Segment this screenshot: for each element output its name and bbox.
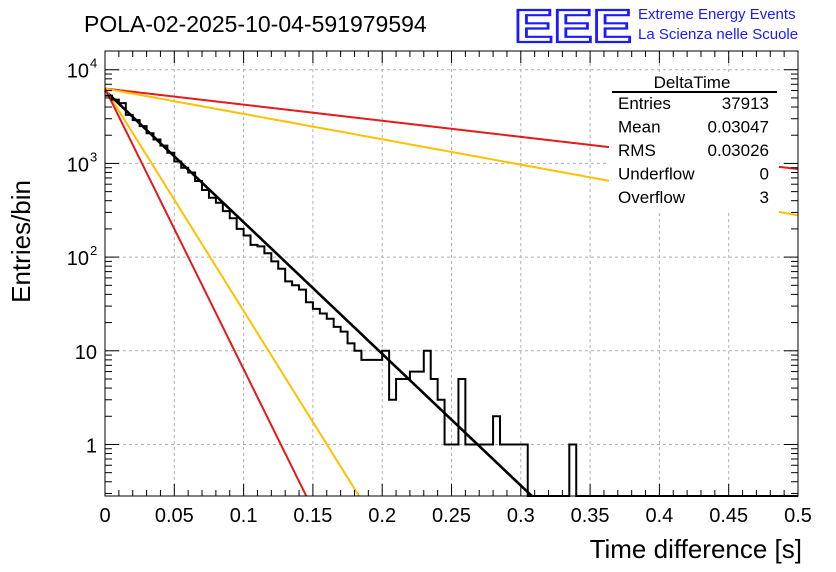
x-tick-label: 0.4 bbox=[645, 505, 673, 527]
y-tick-label: 1 bbox=[86, 435, 97, 457]
x-tick-label: 0.05 bbox=[155, 505, 194, 527]
y-tick-exponent: 4 bbox=[90, 56, 97, 71]
y-tick-label: 10 bbox=[67, 61, 89, 83]
logo-line-1: Extreme Energy Events bbox=[638, 6, 796, 23]
stats-value: 0 bbox=[760, 165, 769, 184]
x-tick-labels: 0 0.05 0.1 0.15 0.2 0.25 0.3 0.35 0.4 0.45 0.5 bbox=[99, 505, 811, 527]
stats-value: 0.03026 bbox=[708, 141, 769, 160]
stats-value: 37913 bbox=[722, 94, 769, 113]
logo-line-2: La Scienza nelle Scuole bbox=[638, 26, 798, 43]
axis-ticks bbox=[104, 51, 799, 496]
x-tick-label: 0 bbox=[99, 505, 110, 527]
y-tick-exponent: 3 bbox=[90, 149, 97, 164]
y-tick-label: 10 bbox=[67, 248, 89, 270]
y-tick-exponent: 2 bbox=[90, 243, 97, 258]
eee-logo: EEE Extreme Energy Events La Scienza nel… bbox=[513, 0, 798, 53]
x-tick-label: 0.2 bbox=[368, 505, 396, 527]
x-tick-label: 0.3 bbox=[507, 505, 535, 527]
y-tick-label: 10 bbox=[75, 342, 97, 364]
x-tick-label: 0.25 bbox=[432, 505, 471, 527]
stats-label: Entries bbox=[618, 94, 671, 113]
stats-label: Overflow bbox=[618, 188, 686, 207]
x-axis-title: Time difference [s] bbox=[590, 534, 802, 564]
fit-curve-4 bbox=[104, 88, 308, 497]
fit-curve-3 bbox=[104, 88, 360, 497]
y-axis-title: Entries/bin bbox=[6, 180, 36, 303]
stats-label: Mean bbox=[618, 118, 661, 137]
x-tick-label: 0.15 bbox=[293, 505, 332, 527]
fit-curve-0 bbox=[104, 89, 533, 497]
stats-label: Underflow bbox=[618, 165, 695, 184]
stats-rows: Entries 37913 Mean 0.03047 RMS 0.03026 Underfl… bbox=[618, 94, 769, 207]
x-tick-label: 0.45 bbox=[709, 505, 748, 527]
stats-box-title: DeltaTime bbox=[654, 73, 731, 92]
chart-title: POLA-02-2025-10-04-591979594 bbox=[84, 11, 427, 37]
y-tick-label: 10 bbox=[67, 154, 89, 176]
stats-label: RMS bbox=[618, 141, 656, 160]
eee-logo-mark: EEE bbox=[514, 0, 632, 52]
x-tick-label: 0.1 bbox=[230, 505, 258, 527]
stats-value: 0.03047 bbox=[708, 118, 769, 137]
x-tick-label: 0.5 bbox=[784, 505, 812, 527]
grid bbox=[105, 51, 798, 496]
stats-value: 3 bbox=[760, 188, 769, 207]
stats-box: DeltaTime Entries 37913 Mean 0.03047 RMS 0.03… bbox=[609, 73, 779, 213]
x-tick-label: 0.35 bbox=[571, 505, 610, 527]
